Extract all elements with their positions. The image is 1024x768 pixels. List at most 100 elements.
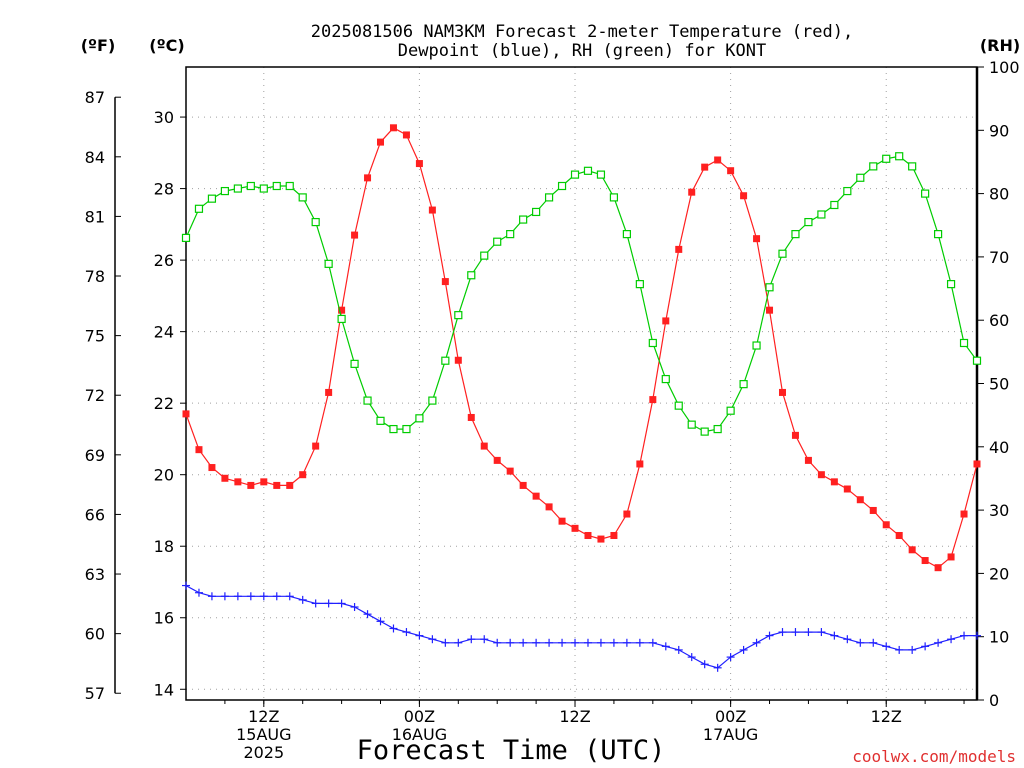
tick-labels: 14161820222426283012Z15AUG202500Z16AUG12…: [85, 58, 1020, 762]
dewpoint-point: [713, 663, 722, 672]
temperature-point: [182, 410, 190, 418]
dewpoint-point: [635, 638, 644, 647]
x-axis-title: Forecast Time (UTC): [357, 735, 666, 766]
rh-point: [337, 314, 346, 324]
chart-title-line-1: 2025081506 NAM3KM Forecast 2-meter Tempe…: [311, 22, 853, 42]
temperature-point: [908, 546, 916, 554]
rh-point: [959, 338, 969, 348]
rh-point: [908, 162, 917, 171]
rh-point: [648, 338, 657, 348]
dewpoint-point: [337, 599, 346, 608]
temperature-point: [727, 167, 735, 175]
temperature-point: [830, 478, 838, 486]
temperature-point: [869, 506, 877, 514]
celsius-tick-label: 14: [154, 680, 174, 699]
dewpoint-point: [324, 599, 333, 608]
series-lines: [181, 124, 982, 672]
temperature-point: [973, 460, 981, 468]
celsius-tick-label: 24: [154, 323, 174, 342]
temperature-point: [649, 396, 657, 404]
rh-tick-label: 100: [989, 58, 1020, 77]
rh-point: [817, 210, 826, 219]
rh-point: [596, 170, 606, 179]
dewpoint-point: [545, 638, 554, 647]
dewpoint-point: [869, 638, 878, 647]
dewpoint-point: [415, 631, 424, 640]
x-tick-label: 00Z: [715, 707, 746, 726]
dewpoint-point: [441, 638, 450, 647]
rh-point: [882, 154, 891, 163]
temperature-point: [286, 481, 294, 489]
temperature-point: [766, 306, 774, 314]
temperature-point: [753, 235, 761, 243]
rh-tick-label: 0: [989, 691, 999, 710]
rh-point: [791, 230, 800, 239]
rh-point: [220, 186, 230, 196]
dewpoint-point: [973, 631, 981, 640]
rh-point: [570, 170, 580, 179]
grid-lines: [186, 67, 977, 700]
dewpoint-point: [843, 635, 852, 644]
rh-point: [778, 249, 787, 258]
rh-tick-label: 40: [989, 438, 1009, 457]
temperature-point: [714, 156, 722, 164]
rh-tick-label: 90: [989, 121, 1009, 140]
rh-series: [181, 152, 982, 436]
dewpoint-point: [674, 645, 683, 654]
rh-point: [752, 341, 761, 350]
dewpoint-point: [467, 635, 476, 644]
temperature-point: [221, 474, 229, 482]
temperature-point: [856, 496, 864, 504]
dewpoint-point: [895, 645, 904, 654]
fahrenheit-tick-label: 84: [85, 148, 105, 167]
dewpoint-point: [363, 610, 372, 619]
temperature-point: [817, 471, 825, 479]
temperature-point: [701, 163, 709, 171]
dewpoint-point: [558, 638, 567, 647]
rh-point: [415, 414, 424, 423]
dewpoint-point: [791, 628, 800, 637]
rh-point: [544, 193, 554, 202]
temperature-point: [338, 306, 346, 314]
temperature-point: [947, 553, 955, 561]
dewpoint-point: [947, 635, 956, 644]
temperature-point: [895, 531, 903, 539]
rh-point: [765, 283, 774, 292]
rh-tick-label: 20: [989, 564, 1009, 583]
rh-point: [622, 230, 631, 239]
dewpoint-point: [778, 628, 787, 637]
rh-point: [506, 230, 515, 239]
dewpoint-point: [402, 628, 411, 637]
dewpoint-point: [726, 653, 735, 662]
rh-point: [428, 396, 437, 405]
rh-point: [181, 233, 191, 243]
x-tick-label: 16AUG: [392, 725, 447, 744]
chart-title-line-2: Dewpoint (blue), RH (green) for KONT: [398, 41, 766, 61]
temperature-point: [960, 510, 968, 518]
rh-tick-label: 10: [989, 628, 1009, 647]
dewpoint-point: [480, 635, 489, 644]
temperature-point: [545, 503, 553, 511]
rh-point: [233, 184, 242, 193]
dewpoint-point: [934, 638, 943, 647]
temperature-point: [843, 485, 851, 493]
temperature-point: [519, 481, 527, 489]
rh-point: [713, 424, 722, 434]
dewpoint-point: [882, 642, 891, 651]
rh-point: [441, 356, 450, 365]
rh-tick-label: 60: [989, 311, 1009, 330]
rh-point: [700, 427, 709, 436]
x-tick-label: 12Z: [248, 707, 279, 726]
dewpoint-series: [182, 581, 981, 672]
rh-point: [493, 237, 502, 246]
rh-unit-label: (RH): [980, 36, 1020, 55]
temperature-point: [260, 478, 268, 486]
dewpoint-point: [921, 642, 930, 651]
fahrenheit-tick-label: 87: [85, 88, 105, 107]
dewpoint-point: [583, 638, 592, 647]
dewpoint-point: [259, 592, 268, 601]
temperature-point: [791, 431, 799, 439]
celsius-tick-label: 20: [154, 466, 174, 485]
rh-point: [480, 251, 489, 260]
temperature-point: [532, 492, 540, 500]
